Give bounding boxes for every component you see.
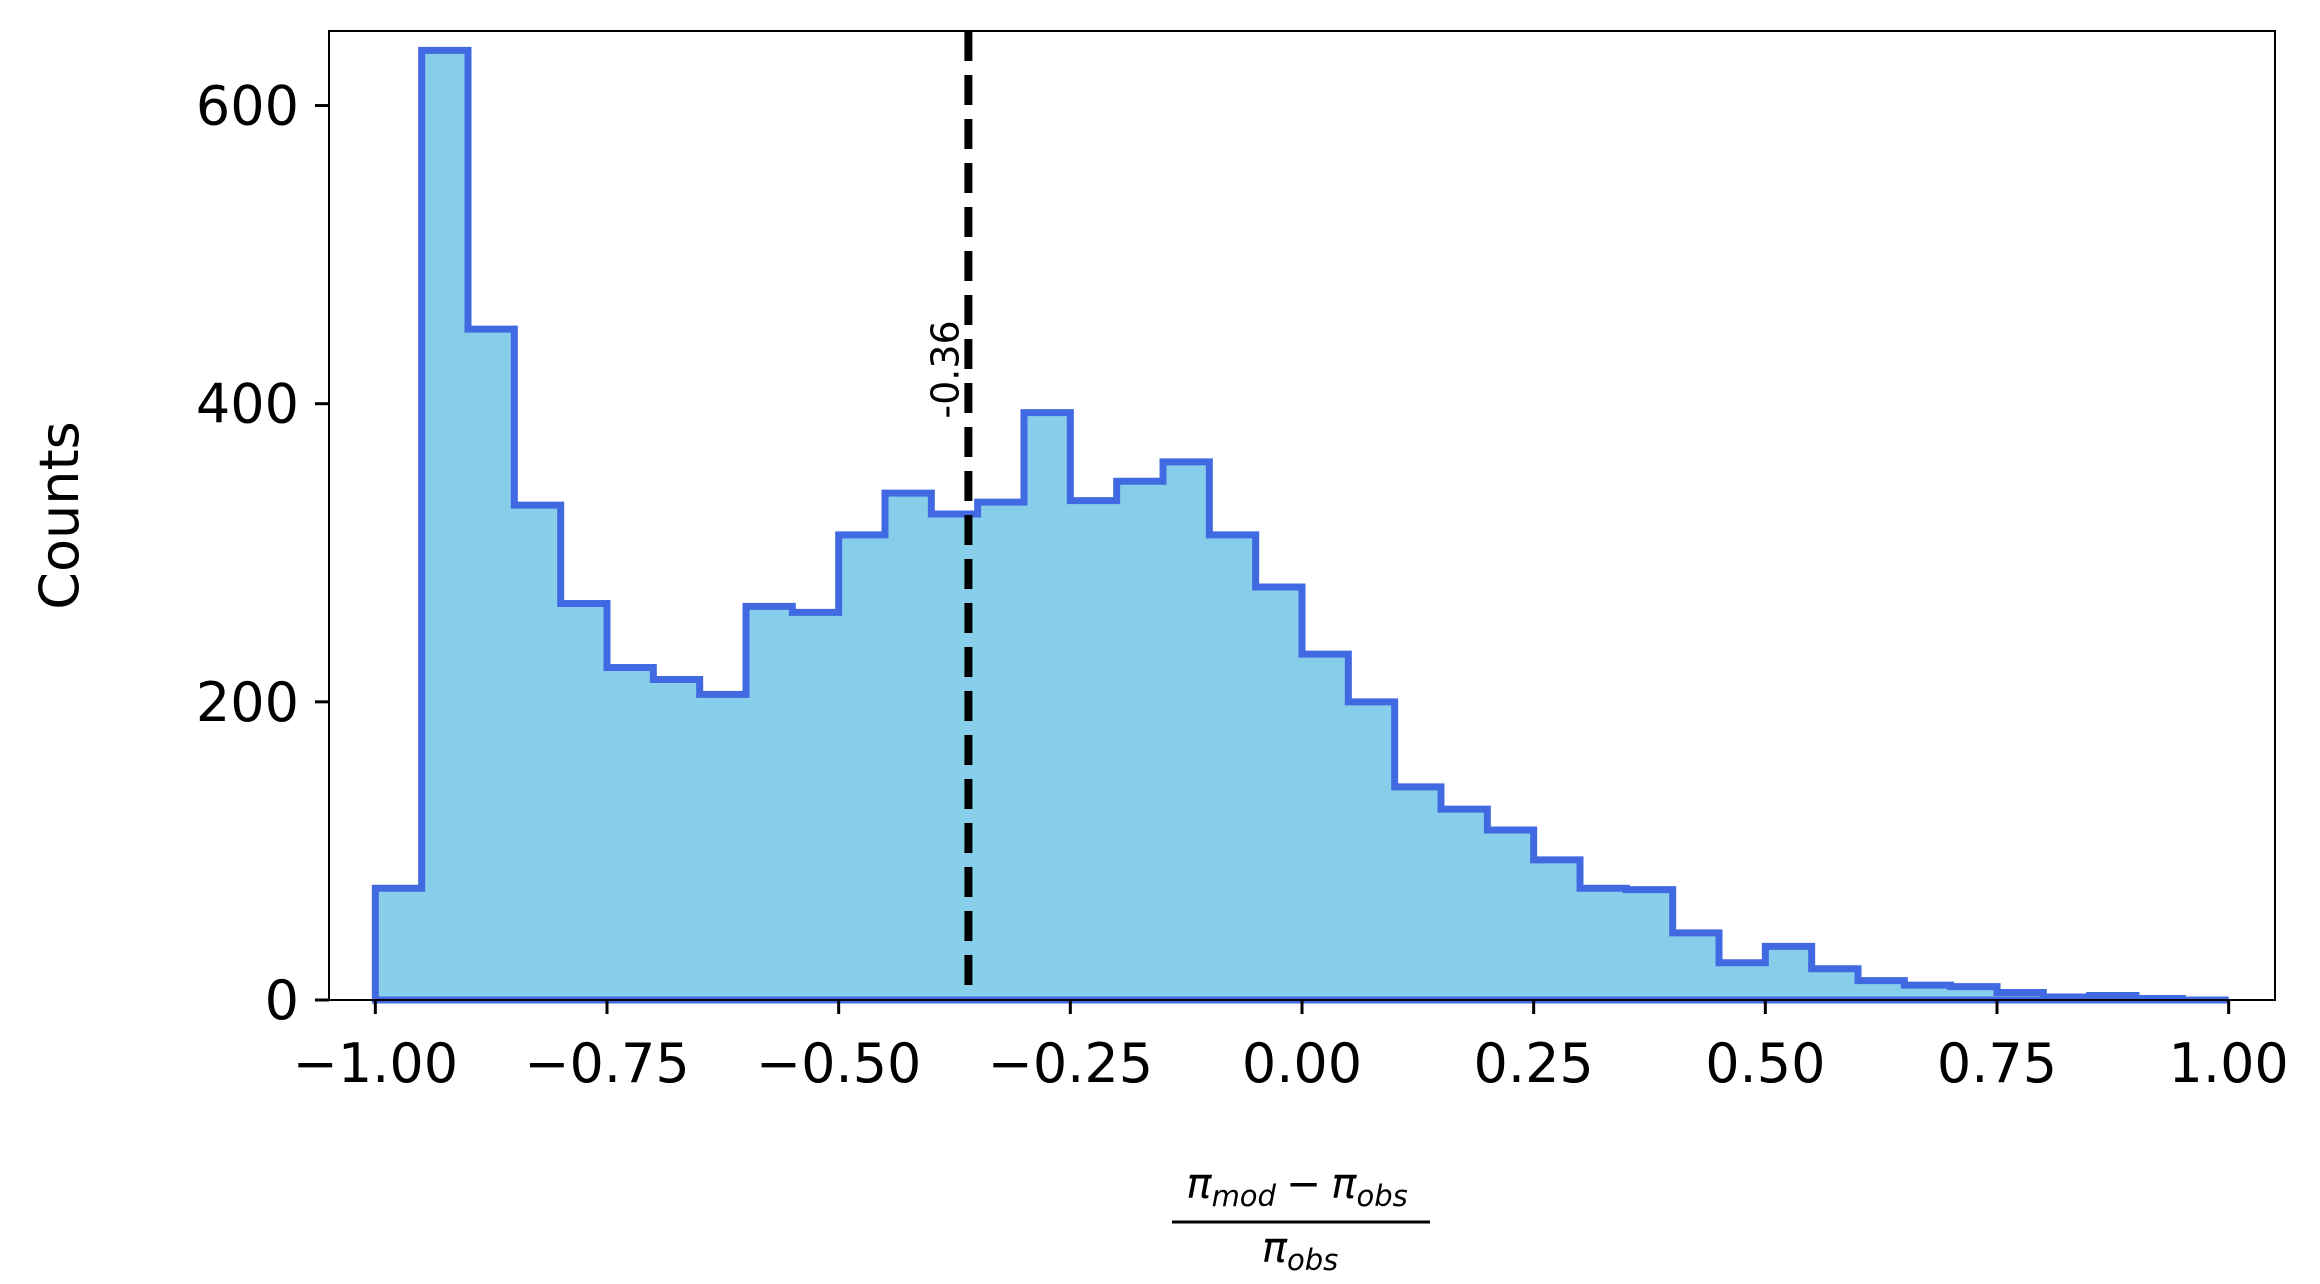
histogram-bar [1626,889,1674,1000]
histogram-bar [1070,500,1118,1000]
histogram-bar [607,667,654,1000]
y-tick-label: 200 [196,671,299,734]
histogram-step-outline [371,46,2229,1004]
histogram-bar [421,50,469,1000]
x-tick-label: −1.00 [293,1032,458,1095]
histogram-bar [1811,968,1859,1000]
histogram-bar [560,603,608,1000]
histogram-bar [1116,481,1164,1001]
histogram-bar [838,534,886,1000]
histogram-bar [1024,412,1071,1000]
histogram-bar [699,694,747,1000]
histogram-bar [1348,701,1396,1000]
histogram-bar [1858,980,1905,1000]
histogram-bar [1765,946,1813,1000]
x-tick-label: −0.50 [756,1032,921,1095]
x-tick-label: 0.25 [1474,1032,1594,1095]
x-tick-label: 0.50 [1705,1032,1825,1095]
x-tick-label: 0.75 [1937,1032,2057,1095]
histogram-bar [1441,809,1488,1000]
y-axis-title: Counts [28,421,91,610]
histogram-bar [1487,830,1535,1000]
histogram-bar [1719,962,1766,1000]
histogram-bar [1580,888,1627,1000]
histogram-bar [885,493,932,1000]
histogram-bar [1302,654,1349,1000]
y-axis-ticks: 0 200 400 600 [196,75,329,1032]
y-tick-label: 400 [196,373,299,436]
x-tick-label: −0.25 [988,1032,1153,1095]
x-axis-ticks: −1.00 −0.75 −0.50 −0.25 0.00 0.25 0.50 0.75 1.00 [293,1000,2289,1095]
x-axis-title-denominator: πobs [1262,1223,1339,1277]
y-tick-label: 600 [196,75,299,138]
y-tick-label: 0 [265,969,299,1032]
histogram-bar [468,329,515,1001]
histogram-bar [514,505,562,1000]
histogram-bar [792,612,840,1000]
x-tick-label: 1.00 [2169,1032,2289,1095]
x-axis-title: πmod − πobs πobs [1172,1159,1430,1277]
histogram-bar [977,502,1025,1000]
histogram-bar [1672,932,1720,1000]
histogram-bar [746,606,793,1000]
x-tick-label: 0.00 [1242,1032,1362,1095]
histogram-bar [1997,992,2044,1000]
x-axis-title-numerator: πmod − πobs [1186,1159,1407,1213]
histogram-bar [375,888,423,1000]
histogram-bar [1255,587,1303,1000]
x-tick-label: −0.75 [524,1032,689,1095]
histogram-bar [1209,534,1257,1000]
histogram-bar [1533,859,1581,1000]
mean-line-label: -0.36 [923,320,967,418]
histogram-bars [375,50,2183,1001]
histogram-bar [1163,461,1210,1001]
histogram-bar [1394,786,1442,1000]
histogram-bar [653,679,701,1000]
histogram-bar [1904,985,1952,1000]
